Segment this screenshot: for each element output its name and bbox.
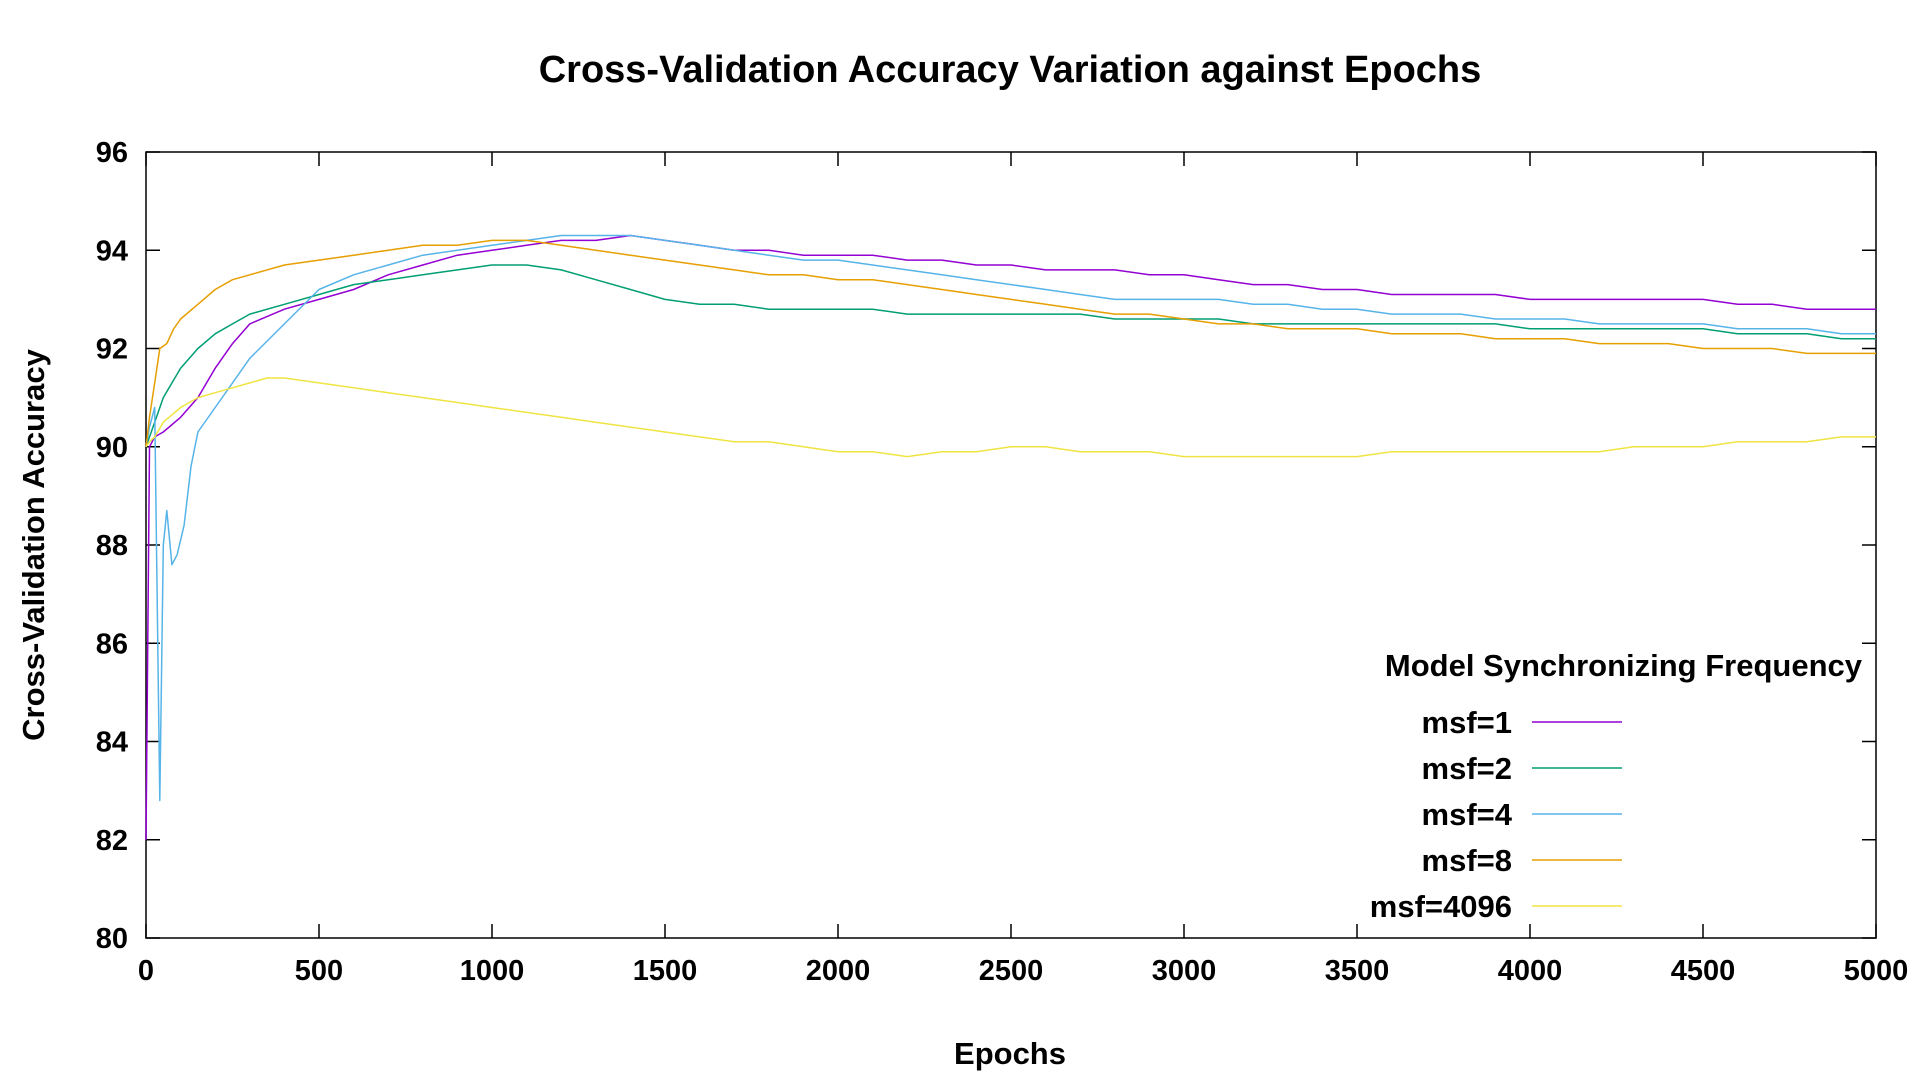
x-axis-title: Epochs	[954, 1036, 1066, 1071]
chart-title: Cross-Validation Accuracy Variation agai…	[539, 49, 1482, 91]
y-tick-label: 96	[96, 137, 128, 169]
series-line-msf-4096	[145, 377, 1876, 458]
y-tick-label: 82	[96, 825, 128, 857]
y-axis-title: Cross-Validation Accuracy	[16, 348, 51, 740]
series-line-msf-8	[145, 239, 1876, 447]
legend-label-msf-4: msf=4	[1422, 797, 1513, 832]
x-tick-label: 4000	[1498, 955, 1563, 987]
x-tick-label: 4500	[1671, 955, 1736, 987]
series-line-msf-2	[145, 264, 1876, 448]
y-tick-label: 86	[96, 628, 128, 660]
x-tick-label: 0	[138, 955, 154, 987]
x-tick-label: 500	[295, 955, 343, 987]
series-line-msf-1	[145, 234, 1876, 840]
x-tick-label: 5000	[1844, 955, 1909, 987]
x-tick-label: 1500	[633, 955, 698, 987]
y-tick-label: 92	[96, 334, 128, 366]
y-tick-label: 90	[96, 432, 128, 464]
legend-label-msf-4096: msf=4096	[1370, 889, 1512, 924]
legend-title: Model Synchronizing Frequency	[1385, 648, 1863, 683]
x-tick-label: 1000	[460, 955, 525, 987]
y-tick-label: 80	[96, 923, 128, 955]
y-tick-label: 94	[96, 235, 128, 267]
x-tick-label: 3500	[1325, 955, 1390, 987]
legend-label-msf-8: msf=8	[1422, 843, 1512, 878]
x-tick-label: 3000	[1152, 955, 1217, 987]
x-tick-label: 2000	[806, 955, 871, 987]
x-tick-label: 2500	[979, 955, 1044, 987]
legend: Model Synchronizing Frequency msf=1 msf=2…	[1370, 648, 1863, 924]
series-line-msf-4	[145, 234, 1876, 802]
plot-area: 0 500 1000 1500 2000 2500 3000 3500 4000 4500 5000…	[96, 137, 1909, 987]
legend-label-msf-2: msf=2	[1422, 751, 1512, 786]
y-tick-label: 84	[96, 727, 128, 759]
legend-label-msf-1: msf=1	[1422, 705, 1512, 740]
y-tick-label: 88	[96, 530, 128, 562]
